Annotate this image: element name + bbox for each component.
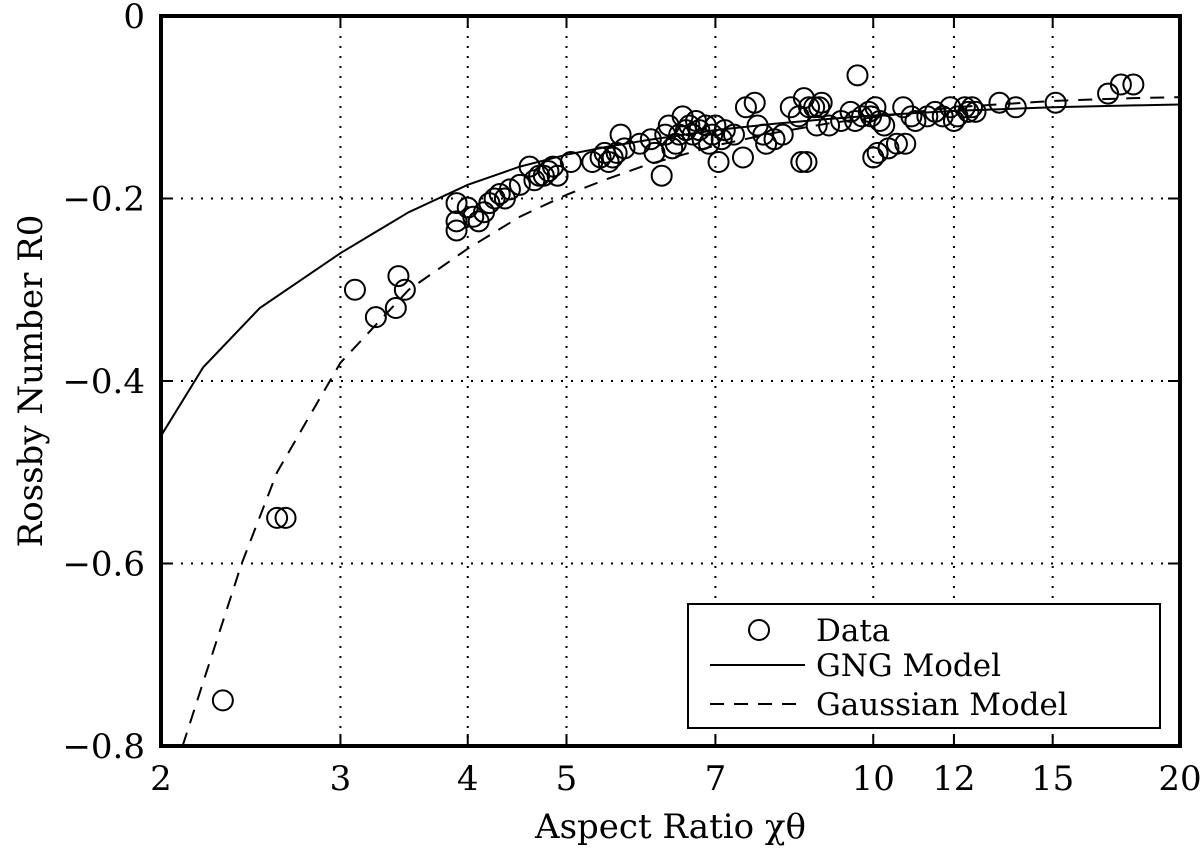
data-point (384, 297, 407, 319)
x-axis-label: Aspect Ratio χθ (534, 807, 806, 847)
y-axis-label: Rossby Number R0 (11, 215, 51, 548)
data-point (211, 689, 234, 712)
data-point (957, 100, 980, 123)
data-point (1122, 73, 1145, 96)
x-tick-label: 20 (1158, 759, 1200, 799)
x-tick-label: 7 (705, 759, 727, 799)
y-tick-label: −0.6 (62, 545, 145, 585)
data-point (904, 109, 927, 132)
data-point (798, 96, 821, 119)
data-point (266, 506, 289, 529)
y-tick-label: −0.4 (62, 362, 145, 402)
x-tick-label: 2 (150, 759, 172, 799)
data-point (988, 91, 1011, 114)
data-point (559, 151, 582, 173)
gaussian-model-curve (181, 96, 1181, 747)
data-point (678, 114, 701, 137)
data-point (873, 114, 896, 137)
x-tick-label: 10 (852, 759, 895, 799)
data-point (445, 192, 468, 215)
legend-label-gng-model: GNG Model (816, 648, 1001, 684)
data-point (613, 137, 636, 160)
tick-labels: 2 3 4 5 7 10 12 15 20 −0.8 −0.6 −0.4 −0.2 0 (62, 0, 1200, 799)
y-tick-label: −0.2 (62, 180, 145, 220)
data-point (445, 210, 468, 233)
data-point (795, 151, 818, 173)
legend-marker-data (748, 619, 770, 641)
grid (161, 16, 1180, 746)
data-point (866, 141, 889, 164)
data-point (961, 96, 984, 119)
data-point (707, 151, 730, 173)
data-point (609, 123, 632, 146)
data-point (650, 164, 673, 187)
data-point (805, 114, 828, 137)
x-tick-label: 12 (932, 759, 975, 799)
data-point (364, 306, 387, 329)
data-point (546, 164, 569, 187)
x-tick-label: 4 (457, 759, 479, 799)
data-point (274, 506, 297, 529)
data-point (818, 114, 841, 137)
data-point (1044, 91, 1067, 114)
data-point (1004, 96, 1027, 119)
data-point (953, 96, 976, 119)
data-point (661, 137, 684, 160)
data-point (894, 132, 917, 155)
data-point (1109, 73, 1132, 96)
data-point (387, 265, 410, 288)
legend-label-data: Data (816, 613, 890, 649)
data-point (498, 178, 521, 201)
data-point (393, 278, 416, 301)
axis-ticks (160, 15, 1181, 747)
data-point (639, 128, 662, 151)
data-points (211, 64, 1145, 712)
data-point (710, 128, 733, 151)
data-point (508, 173, 531, 196)
data-point (722, 123, 745, 146)
data-point (790, 151, 813, 173)
data-point (808, 96, 831, 119)
data-point (343, 278, 366, 301)
legend-label-gaussian-model: Gaussian Model (816, 687, 1068, 723)
data-point (868, 109, 891, 132)
data-point (810, 91, 833, 114)
data-point (643, 141, 666, 164)
x-tick-label: 5 (556, 759, 578, 799)
data-point (731, 146, 754, 169)
x-tick-label: 15 (1031, 759, 1074, 799)
data-point (864, 96, 887, 119)
data-point (488, 182, 511, 205)
data-point (846, 64, 869, 87)
data-point (445, 219, 468, 242)
data-point (771, 123, 794, 146)
data-point (885, 132, 908, 155)
y-tick-label: −0.8 (62, 727, 145, 767)
model-curves (160, 96, 1181, 747)
data-point (900, 105, 923, 128)
data-point (743, 91, 766, 114)
data-point (964, 100, 987, 123)
y-tick-label: 0 (123, 0, 145, 37)
data-point (462, 205, 485, 228)
x-tick-label: 3 (330, 759, 352, 799)
gng-model-curve (160, 103, 1181, 437)
